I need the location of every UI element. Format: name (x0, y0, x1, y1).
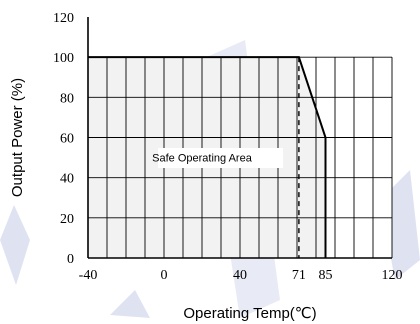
x-tick-label: 71 (292, 268, 306, 283)
x-tick-label: 40 (233, 268, 247, 283)
y-tick-label: 120 (53, 11, 74, 26)
x-tick-label: 0 (161, 268, 168, 283)
y-tick-label: 80 (60, 91, 74, 106)
y-tick-label: 0 (67, 252, 74, 267)
x-axis-label: Operating Temp(℃) (183, 305, 316, 322)
x-tick-label: -40 (79, 268, 98, 283)
y-tick-label: 20 (60, 212, 74, 227)
y-tick-labels: 0 20 40 60 80 100 120 (53, 11, 74, 267)
y-tick-label: 60 (60, 132, 74, 147)
annotation-background (158, 148, 283, 168)
safe-operating-area-label: Safe Operating Area (152, 153, 253, 165)
x-tick-label: 85 (319, 268, 333, 283)
y-tick-label: 40 (60, 172, 74, 187)
derating-curve (88, 56, 327, 258)
y-axis-label: Output Power (%) (9, 78, 26, 197)
x-tick-label: 120 (382, 268, 403, 283)
y-tick-label: 100 (53, 51, 74, 66)
x-tick-labels: -40 0 40 71 85 120 (79, 268, 403, 283)
